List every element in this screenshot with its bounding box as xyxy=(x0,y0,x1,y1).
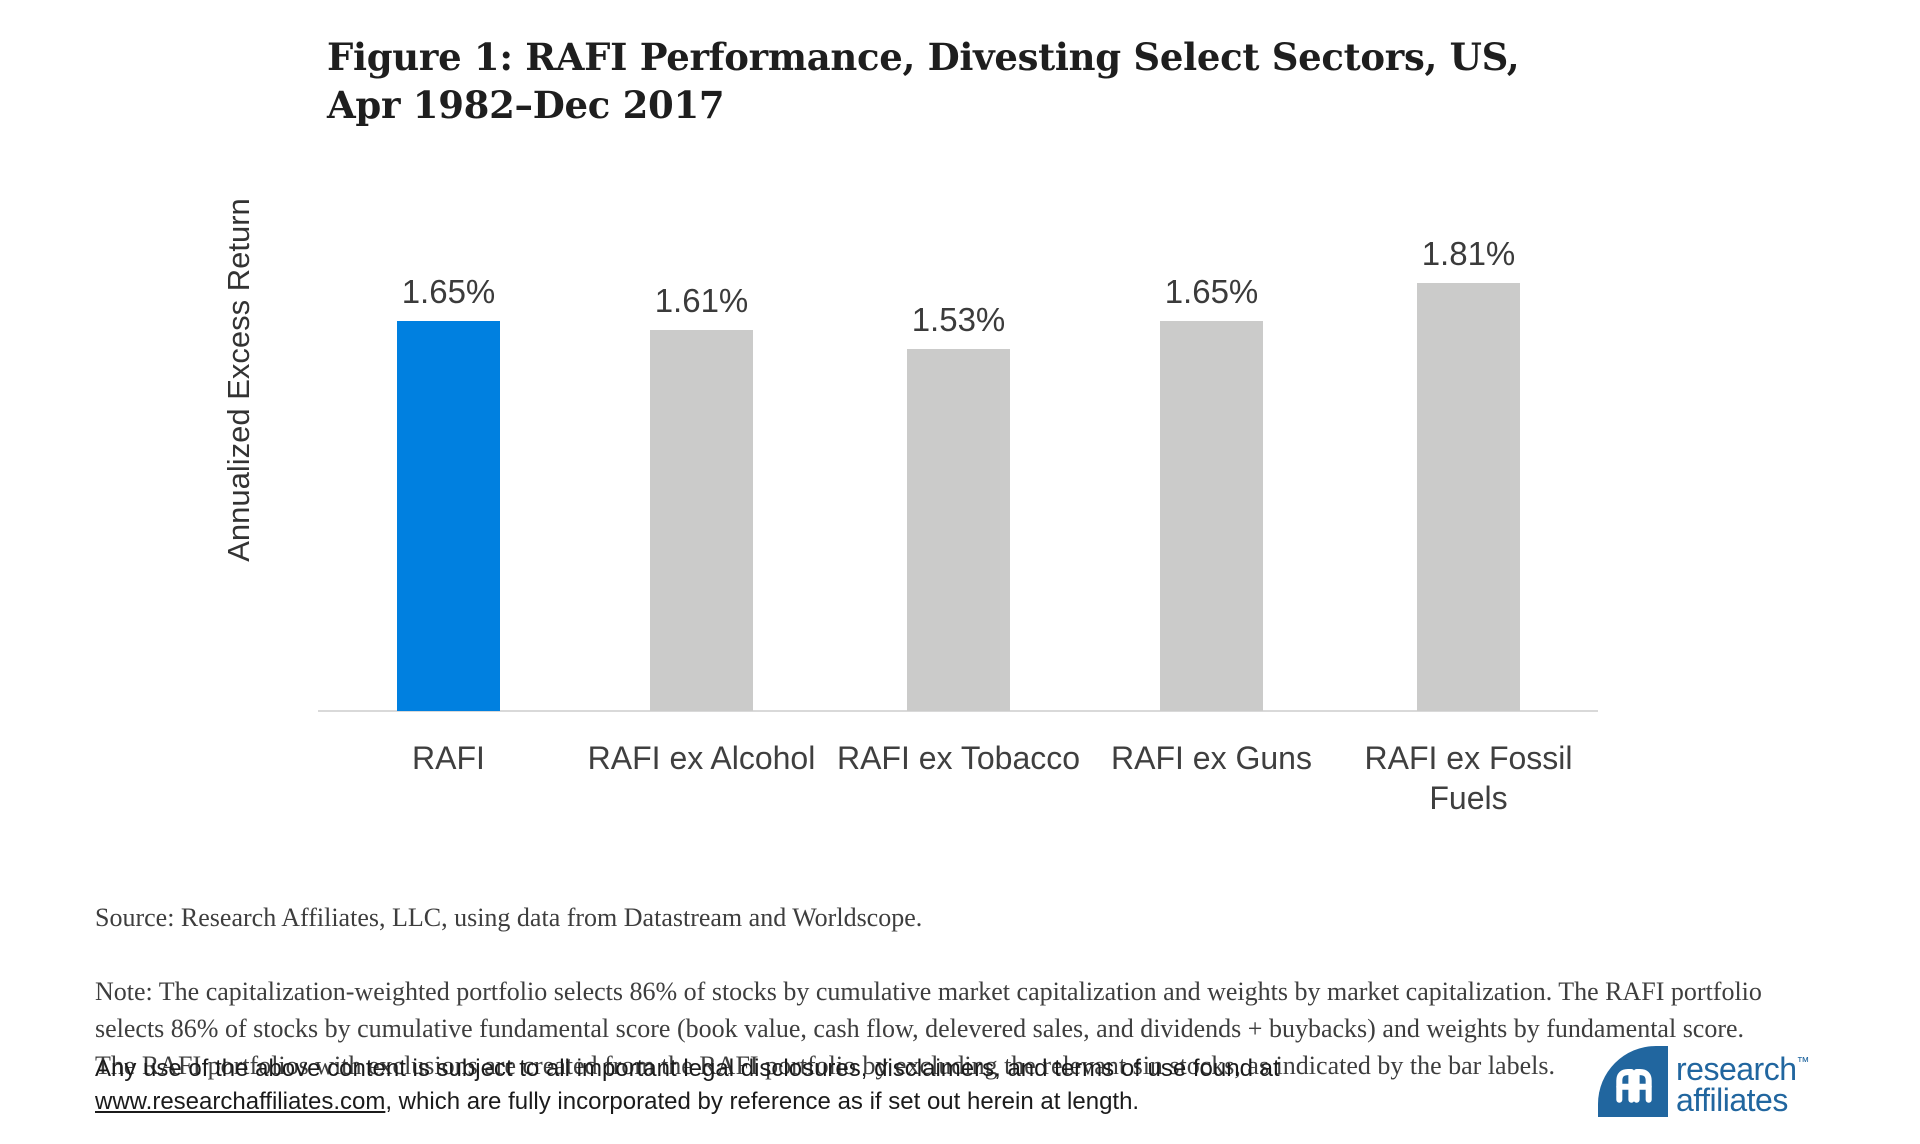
bar-rafi-ex-guns xyxy=(1160,321,1263,711)
source-note: Source: Research Affiliates, LLC, using … xyxy=(95,903,923,932)
bar-rafi xyxy=(397,321,500,711)
y-axis-label: Annualized Excess Return xyxy=(221,198,256,562)
bar-rafi-ex-tobacco xyxy=(907,349,1010,711)
bar-value-label: 1.65% xyxy=(401,273,496,310)
x-axis-category-label: RAFI ex Fossil Fuels xyxy=(1364,740,1573,816)
x-axis-category-label: RAFI xyxy=(412,740,485,776)
methodology-note: Note: The capitalization-weighted portfo… xyxy=(95,977,1762,1080)
x-axis-category-label: RAFI ex Tobacco xyxy=(836,740,1081,776)
researchaffiliates-link[interactable]: www.researchaffiliates.com xyxy=(95,1088,386,1115)
figure-title: Figure 1: RAFI Performance, Divesting Se… xyxy=(327,35,1520,127)
logo-word-research: research xyxy=(1676,1051,1797,1087)
footnotes-block: Source: Research Affiliates, LLC, using … xyxy=(95,862,1825,1121)
bar-rafi-ex-fossil-fuels xyxy=(1417,283,1520,711)
bar-value-label: 1.81% xyxy=(1421,235,1516,272)
legal-disclosure: Any use of the above content is subject … xyxy=(95,1052,1395,1118)
bar-value-label: 1.53% xyxy=(911,301,1006,338)
x-axis-category-label: RAFI ex Alcohol xyxy=(587,740,816,776)
legal-text-line1: Any use of the above content is subject … xyxy=(95,1055,1280,1082)
legal-text-line2: , which are fully incorporated by refere… xyxy=(385,1088,1140,1115)
logo-wordmark: research™ affiliates xyxy=(1676,1046,1810,1116)
x-axis-category-label: RAFI ex Guns xyxy=(1111,740,1312,776)
logo-word-affiliates: affiliates xyxy=(1676,1082,1788,1118)
bar-value-label: 1.61% xyxy=(654,282,749,319)
x-axis-line xyxy=(318,710,1598,712)
bar-value-label: 1.65% xyxy=(1164,273,1259,310)
research-affiliates-logo: research™ affiliates xyxy=(1598,1044,1858,1124)
bar-rafi-ex-alcohol xyxy=(650,330,753,711)
trademark-symbol: ™ xyxy=(1796,1054,1810,1069)
ra-monogram-icon xyxy=(1598,1046,1668,1117)
